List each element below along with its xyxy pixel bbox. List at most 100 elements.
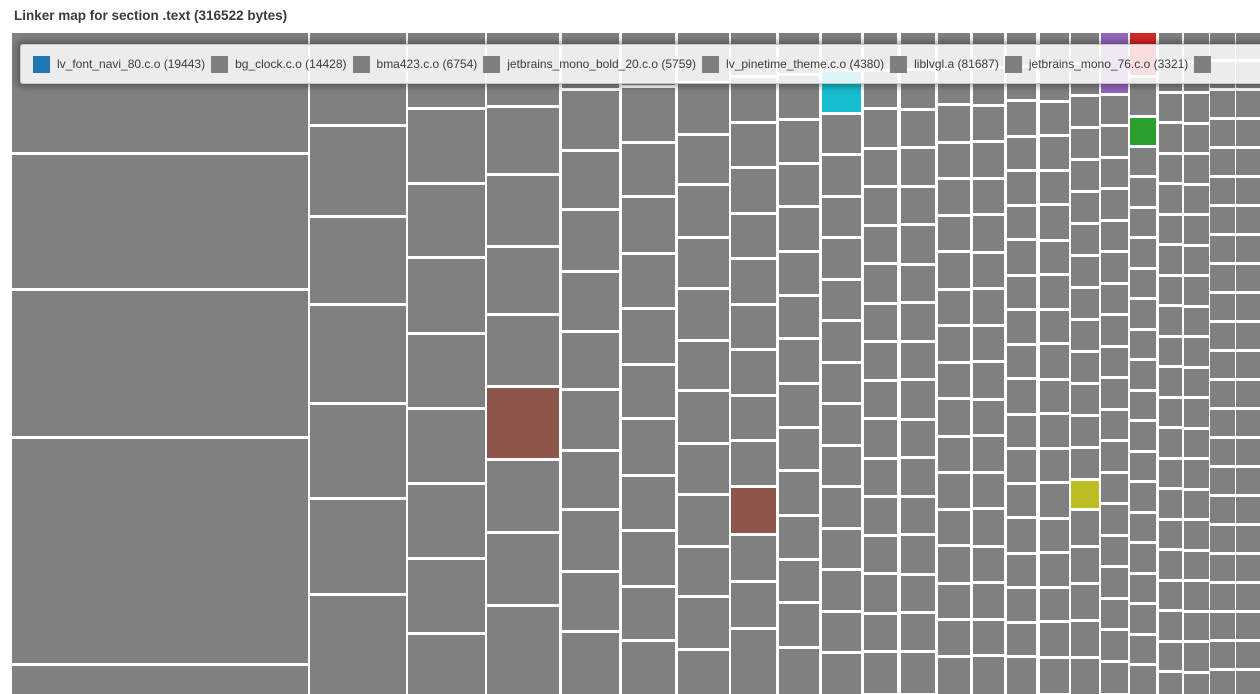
treemap-cell	[1184, 186, 1209, 213]
treemap-cell	[622, 88, 675, 141]
treemap-cell	[779, 561, 819, 601]
treemap-cell	[938, 511, 970, 544]
treemap-cell	[1159, 521, 1182, 548]
treemap-cell	[1071, 97, 1099, 126]
treemap-cell	[1040, 589, 1069, 620]
treemap-cell	[1101, 127, 1128, 156]
treemap-cell	[1130, 575, 1156, 602]
legend-item-label: jetbrains_mono_bold_20.c.o (5759)	[507, 57, 697, 71]
treemap-cell	[1236, 642, 1260, 668]
treemap-cell	[408, 635, 485, 694]
treemap-cell	[1210, 584, 1235, 610]
treemap-cell	[310, 127, 406, 215]
treemap-cell	[1101, 222, 1128, 250]
treemap-cell	[1130, 514, 1156, 541]
treemap-cell	[1101, 474, 1128, 502]
treemap-cell-highlighted	[1130, 118, 1156, 145]
treemap-cell	[864, 188, 897, 224]
treemap-cell	[864, 227, 897, 262]
treemap-cell	[1236, 265, 1260, 291]
treemap-cell	[973, 401, 1004, 434]
treemap-cell	[1007, 277, 1036, 308]
treemap-cell-highlighted	[487, 388, 559, 458]
treemap-cell	[408, 335, 485, 407]
treemap-cell	[731, 536, 776, 580]
treemap-cell	[731, 583, 776, 627]
treemap-cell	[864, 110, 897, 147]
treemap-cell	[938, 474, 970, 508]
treemap-cell	[938, 291, 970, 324]
treemap-cell	[1184, 521, 1209, 549]
treemap-cell	[901, 226, 935, 263]
legend-swatch	[1194, 55, 1212, 73]
treemap-cell	[1007, 138, 1036, 169]
treemap-cell	[310, 500, 406, 593]
treemap-cell	[1236, 120, 1260, 146]
treemap-cell	[973, 510, 1004, 545]
treemap-cell	[779, 517, 819, 558]
treemap-cell	[822, 447, 861, 485]
treemap-cell	[12, 155, 308, 288]
treemap-cell	[779, 297, 819, 337]
treemap-cell	[1184, 125, 1209, 152]
treemap-cell	[864, 537, 897, 572]
treemap-cell	[487, 534, 559, 604]
treemap-cell	[822, 364, 861, 402]
treemap-cell	[1184, 491, 1209, 518]
treemap-cell	[1236, 91, 1260, 117]
treemap-cell	[1101, 379, 1128, 408]
treemap-cell	[1130, 270, 1156, 297]
treemap-cell	[901, 459, 935, 495]
treemap-cell	[901, 498, 935, 533]
treemap-cell	[1101, 316, 1128, 345]
treemap-cell-highlighted	[731, 488, 776, 533]
treemap-cell	[1071, 659, 1099, 694]
treemap-cell	[822, 530, 861, 568]
treemap-cell	[1040, 242, 1069, 273]
treemap-cell	[1159, 612, 1182, 640]
treemap-cell	[562, 511, 619, 570]
treemap-cell	[487, 316, 559, 385]
treemap-cell	[1236, 381, 1260, 407]
treemap-cell	[973, 327, 1004, 360]
treemap-cell	[901, 149, 935, 185]
treemap-cell	[1101, 600, 1128, 628]
treemap-cell	[1071, 161, 1099, 190]
treemap-cell	[622, 198, 675, 252]
treemap-cell	[822, 571, 861, 610]
treemap-cell	[779, 385, 819, 426]
treemap-cell	[973, 584, 1004, 618]
treemap-cell	[938, 180, 970, 214]
treemap-cell	[1130, 605, 1156, 633]
treemap-cell	[1159, 338, 1182, 365]
treemap-cell	[1101, 285, 1128, 313]
treemap-cell	[487, 176, 559, 245]
treemap-cell	[1101, 505, 1128, 534]
treemap-cell	[938, 327, 970, 361]
treemap-cell	[1101, 568, 1128, 597]
treemap-cell	[1159, 399, 1182, 426]
treemap-cell	[779, 649, 819, 694]
legend-swatch	[483, 55, 501, 73]
treemap-cell	[1040, 554, 1069, 586]
treemap-cell	[779, 208, 819, 250]
treemap-cell	[678, 598, 729, 648]
treemap-cell	[562, 333, 619, 388]
treemap-cell	[1071, 289, 1099, 318]
treemap-cell	[1071, 321, 1099, 350]
treemap-cell	[973, 657, 1004, 694]
treemap-cell	[1040, 311, 1069, 342]
treemap-cell	[678, 290, 729, 339]
treemap-cell	[822, 405, 861, 444]
treemap-cell	[622, 144, 675, 195]
treemap-cell	[678, 136, 729, 183]
treemap-cell	[1159, 551, 1182, 579]
treemap-cell	[1159, 124, 1182, 152]
treemap-cell	[822, 488, 861, 527]
treemap-cell	[1130, 239, 1156, 267]
treemap-cell	[622, 642, 675, 694]
treemap-cell	[901, 343, 935, 378]
legend-swatch	[33, 55, 50, 73]
treemap-cell	[731, 169, 776, 212]
treemap-cell	[1236, 149, 1260, 175]
